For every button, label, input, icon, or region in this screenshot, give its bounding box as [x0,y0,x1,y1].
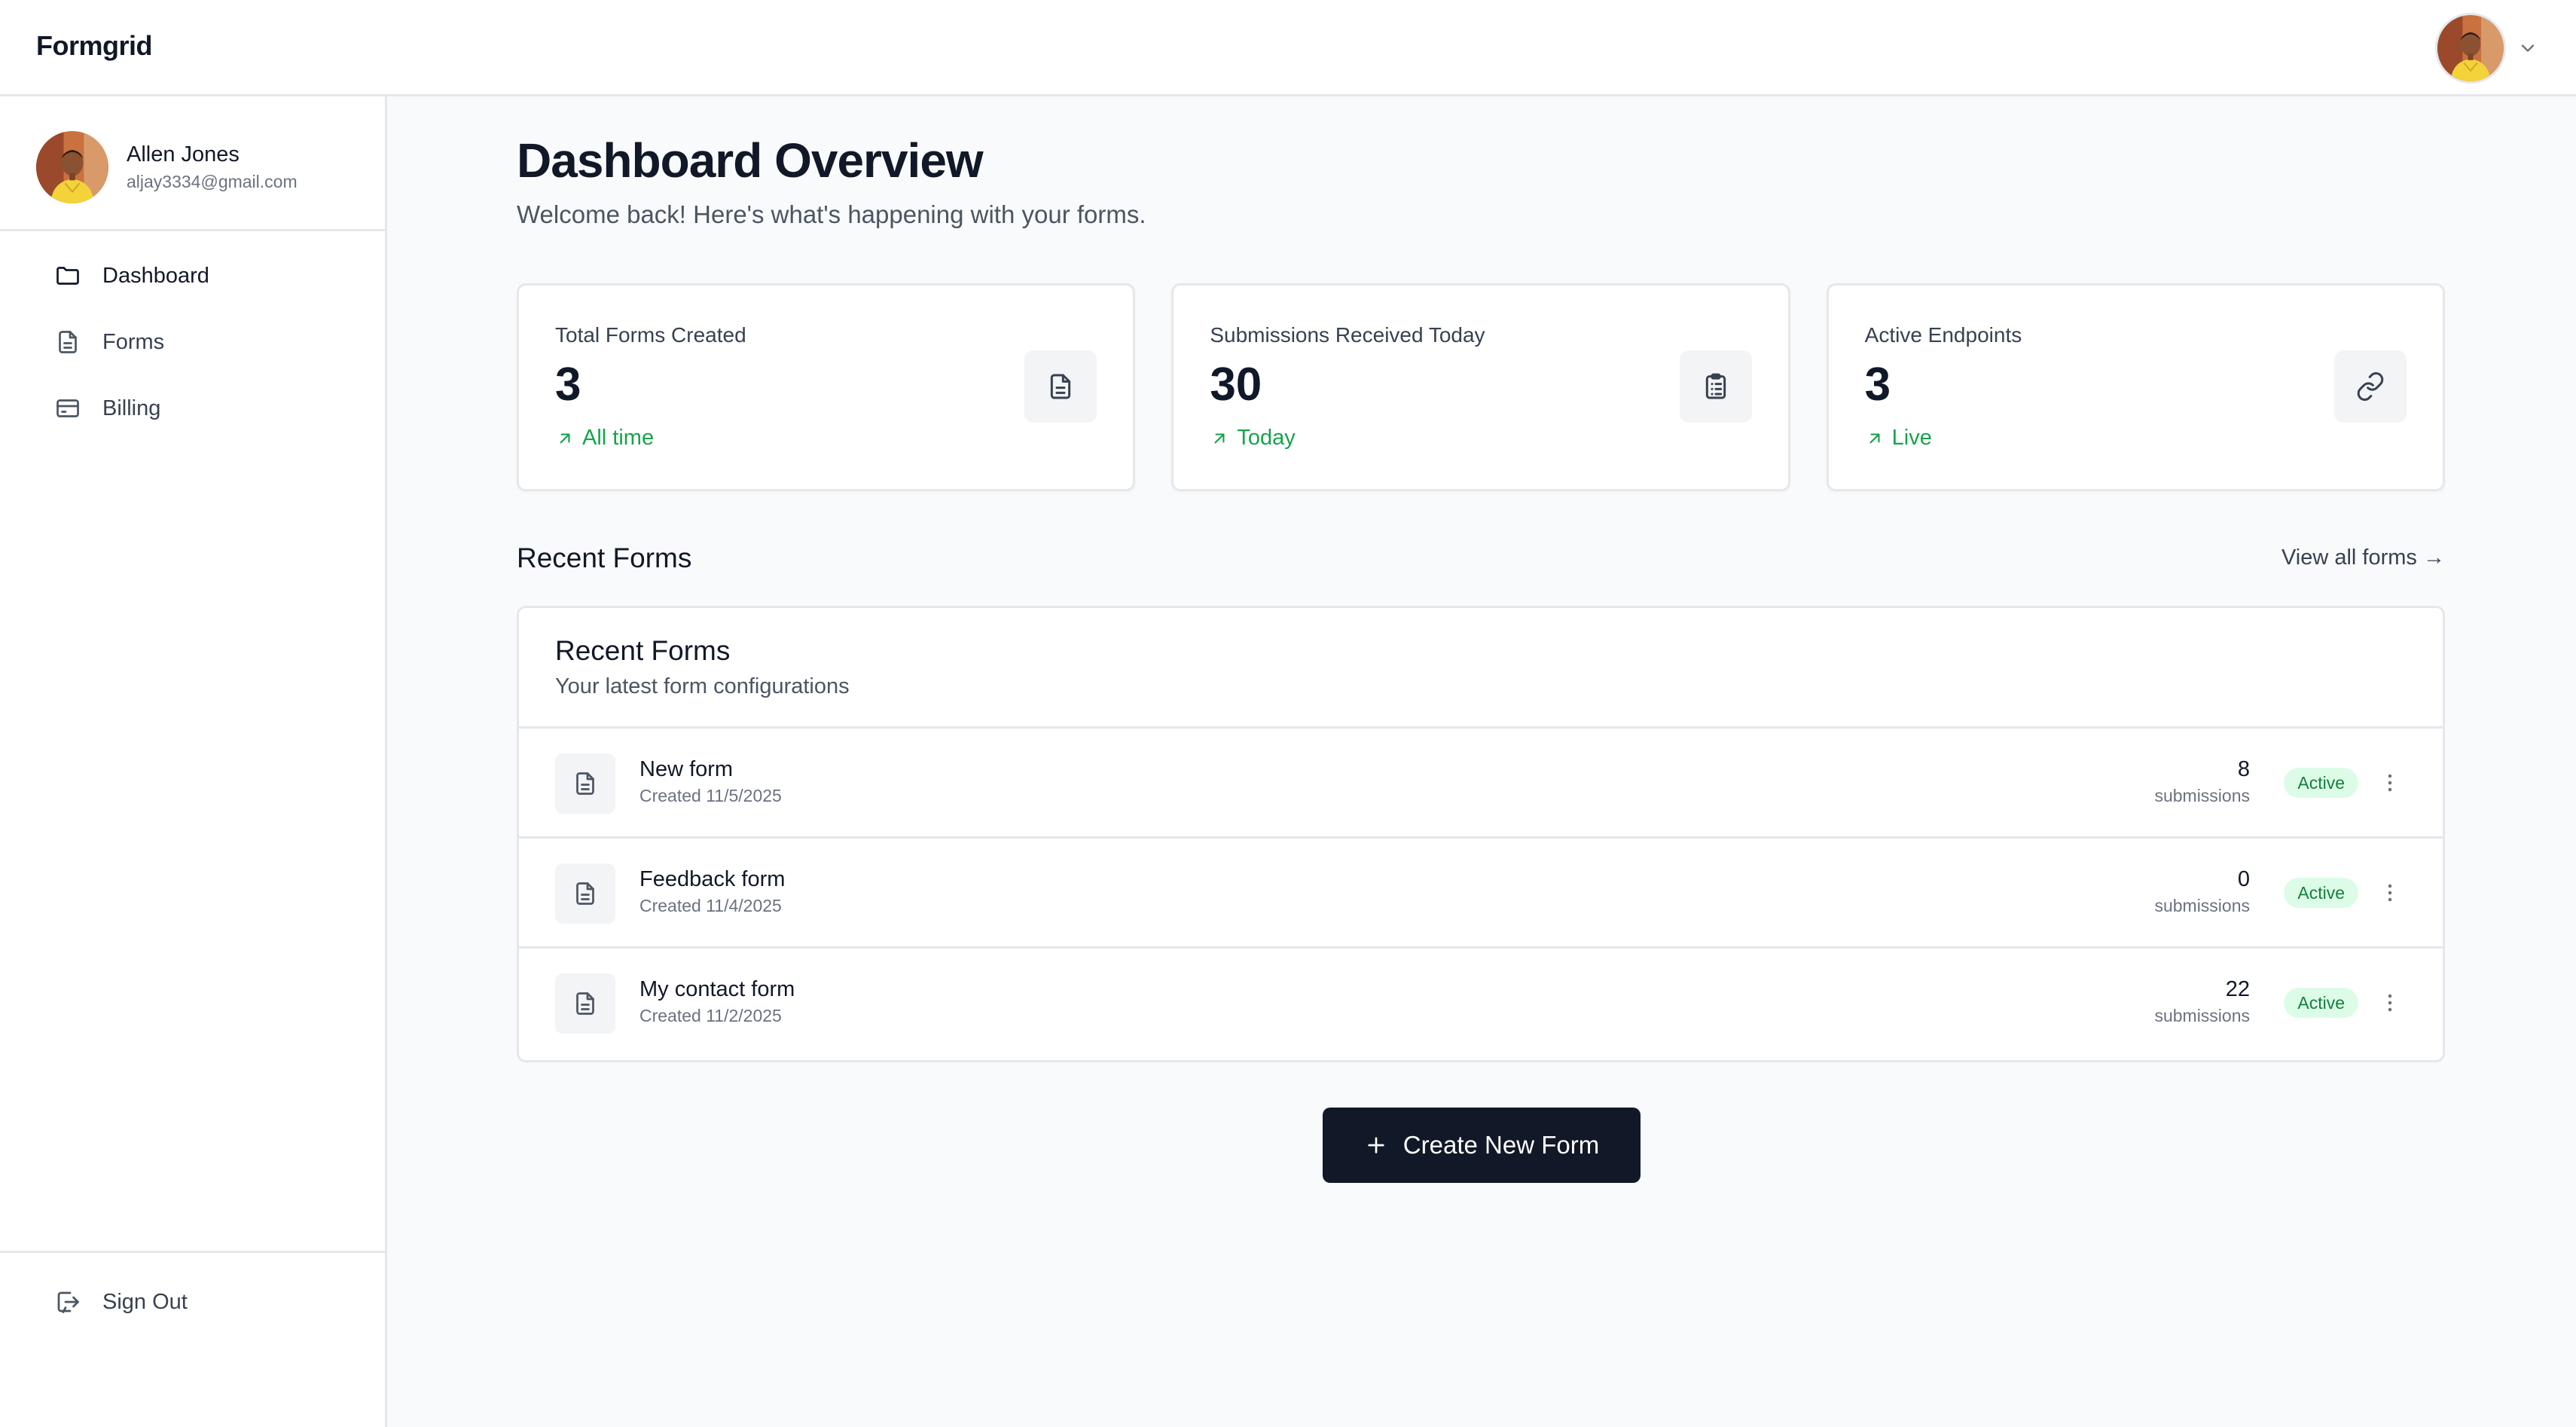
stat-value: 30 [1210,359,1262,411]
plus-icon [1368,1137,1384,1154]
more-vertical-icon [2388,884,2392,902]
row-icon-box [555,863,615,924]
avatar [36,131,108,203]
stat-card-total-forms: Total Forms Created 3 All time [517,283,1136,491]
stat-card-submissions-today: Submissions Received Today 30 Today [1171,283,1790,491]
more-options-button[interactable] [2376,769,2404,796]
section-title: Recent Forms [517,542,692,573]
folder-icon [56,267,79,285]
create-new-form-label: Create New Form [1402,1131,1600,1159]
status-badge: Active [2284,768,2358,798]
stat-trend-label: Live [1891,426,1932,450]
stat-trend: Live [1865,426,1932,451]
arrow-up-right-icon [1869,433,1880,443]
create-new-form-button[interactable]: Create New Form [1323,1108,1641,1183]
sidebar: Allen Jones aljay3334@gmail.com Dashboar… [0,96,387,1427]
top-bar: Formgrid [0,0,2576,96]
sidebar-profile: Allen Jones aljay3334@gmail.com [36,131,298,203]
form-created-date: Created 11/2/2025 [639,1006,782,1025]
more-options-button[interactable] [2376,879,2404,906]
link-icon [2357,372,2384,401]
stat-trend-label: All time [582,426,655,450]
sign-out-button[interactable]: Sign Out [33,1269,349,1335]
sidebar-item-label: Forms [102,329,165,354]
form-name[interactable]: New form [639,757,734,781]
status-badge: Active [2284,988,2358,1018]
submission-count-label: submissions [2154,786,2250,805]
stat-value: 3 [1864,359,1891,411]
stat-label: Active Endpoints [1864,323,2022,347]
form-name[interactable]: My contact form [639,977,795,1001]
file-text-icon [576,992,594,1015]
list-item[interactable]: New form Created 11/5/2025 8 submissions… [519,729,2443,839]
submission-count-label: submissions [2154,1006,2250,1025]
chevron-down-icon[interactable] [2517,38,2538,59]
divider [0,229,385,231]
list-item[interactable]: Feedback form Created 11/4/2025 0 submis… [519,839,2443,949]
stat-card-active-endpoints: Active Endpoints 3 Live [1826,283,2445,491]
form-name[interactable]: Feedback form [639,867,786,891]
page-title: Dashboard Overview [517,133,984,188]
file-text-icon [1051,374,1071,399]
sign-out-icon [57,1291,79,1313]
more-vertical-icon [2388,774,2392,792]
sign-out-label: Sign Out [102,1289,188,1314]
stat-trend-label: Today [1237,426,1296,450]
file-icon [59,331,77,353]
sidebar-item-billing[interactable]: Billing [33,375,349,442]
more-options-button[interactable] [2376,989,2404,1016]
submission-count: 0 [2237,867,2250,891]
clipboard-list-icon [1705,373,1726,399]
submission-count-label: submissions [2154,896,2250,915]
card-header: Recent Forms Your latest form configurat… [519,608,2443,729]
sidebar-item-forms[interactable]: Forms [33,309,349,375]
card-title: Recent Forms [555,635,731,666]
form-created-date: Created 11/4/2025 [639,896,782,915]
more-vertical-icon [2388,994,2392,1012]
divider [0,1251,385,1253]
file-text-icon [576,772,594,795]
page-subtitle: Welcome back! Here's what's happening wi… [517,200,1146,228]
card-subtitle: Your latest form configurations [555,674,850,698]
sidebar-item-label: Billing [102,396,161,420]
profile-email: aljay3334@gmail.com [127,172,298,191]
stat-icon-box [1679,350,1752,423]
avatar-image [2437,15,2504,81]
submission-count: 22 [2225,977,2250,1001]
row-icon-box [555,973,615,1034]
stat-trend: All time [555,426,654,451]
avatar-image [36,131,108,203]
stat-value: 3 [555,359,581,411]
recent-forms-card: Recent Forms Your latest form configurat… [517,606,2445,1062]
credit-card-icon [56,399,79,417]
row-icon-box [555,753,615,814]
stat-icon-box [2333,350,2407,423]
sidebar-nav: Dashboard Forms Billing [33,243,349,442]
recent-forms-header: Recent Forms View all forms → [517,542,2445,580]
stats-row: Total Forms Created 3 All time Submissio… [517,283,2445,491]
submission-count: 8 [2237,757,2250,781]
file-text-icon [576,882,594,905]
sign-out-section: Sign Out [33,1269,349,1335]
sidebar-item-dashboard[interactable]: Dashboard [33,243,349,309]
view-all-forms-link[interactable]: View all forms → [2281,545,2445,570]
stat-label: Total Forms Created [555,323,746,347]
user-menu-trigger[interactable] [2437,15,2538,81]
form-created-date: Created 11/5/2025 [639,786,782,805]
stat-label: Submissions Received Today [1210,323,1485,347]
arrow-up-right-icon [1214,433,1225,443]
profile-name: Allen Jones [127,142,240,167]
arrow-up-right-icon [560,433,570,443]
list-item[interactable]: My contact form Created 11/2/2025 22 sub… [519,949,2443,1059]
status-badge: Active [2284,878,2358,908]
avatar[interactable] [2437,15,2504,81]
stat-trend: Today [1210,426,1296,451]
sidebar-item-label: Dashboard [102,263,209,288]
stat-icon-box [1024,350,1097,423]
brand-logo[interactable]: Formgrid [36,30,153,61]
